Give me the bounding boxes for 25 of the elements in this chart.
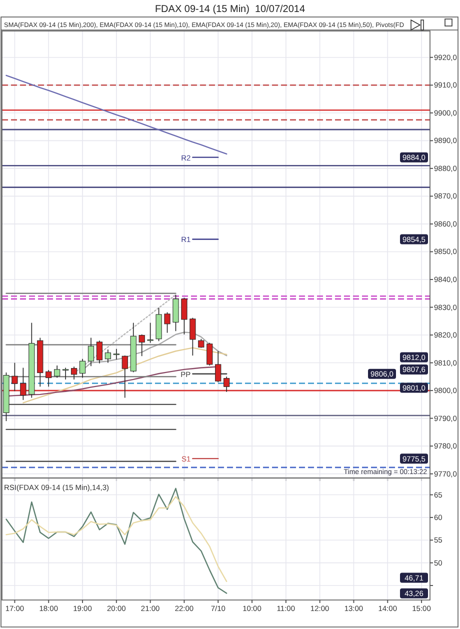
candlestick	[147, 322, 154, 344]
chart-title: FDAX 09-14 (15 Min) 10/07/2014	[154, 4, 306, 15]
line-series	[6, 496, 228, 582]
candlestick	[54, 365, 60, 378]
candlestick	[224, 376, 230, 392]
candlestick	[190, 317, 196, 356]
candlestick	[164, 312, 170, 334]
candlestick	[70, 366, 78, 380]
candlestick	[12, 362, 18, 392]
candlestick	[46, 370, 52, 388]
line-series	[22, 347, 228, 404]
candlestick	[79, 358, 86, 378]
candlestick	[104, 349, 111, 364]
candlestick	[181, 297, 188, 335]
candlestick	[113, 348, 120, 360]
candlestick	[206, 342, 213, 366]
candlestick	[172, 294, 179, 332]
line-series	[6, 74, 228, 155]
candlestick	[62, 367, 69, 380]
candlestick	[20, 367, 26, 400]
candlestick	[88, 337, 94, 367]
candlestick	[215, 350, 222, 383]
candlestick	[138, 334, 145, 357]
candlestick	[96, 340, 103, 364]
candlestick	[122, 355, 128, 398]
